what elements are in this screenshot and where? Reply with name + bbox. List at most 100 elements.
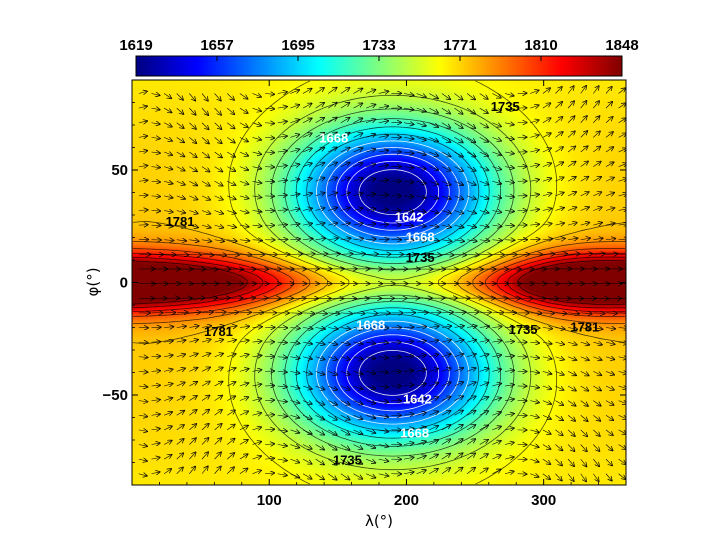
wind-vector [151, 458, 159, 460]
wind-vector [479, 254, 492, 255]
wind-vector [593, 357, 601, 360]
wind-vector [378, 328, 389, 329]
wind-vector [593, 415, 600, 421]
wind-vector [290, 120, 299, 123]
heatmap-field: 1735 1668 1781 1642 1668 1735 1781 1668 1735 1781… [132, 80, 626, 485]
wind-vector [290, 357, 299, 359]
wind-vector [605, 342, 615, 344]
wind-vector [138, 166, 147, 167]
wind-vector [580, 192, 589, 197]
wind-vector [441, 137, 450, 142]
wind-vector [353, 103, 362, 109]
wind-vector [201, 438, 208, 445]
wind-vector [189, 225, 198, 227]
wind-vector [605, 473, 612, 481]
wind-vector [227, 467, 234, 474]
wind-vector [403, 152, 413, 153]
wind-vector [403, 196, 413, 197]
wind-vector [315, 148, 325, 153]
wind-vector [176, 312, 188, 313]
wind-vector [378, 401, 388, 403]
wind-vector [479, 211, 489, 213]
wind-vector [201, 195, 210, 200]
wind-vector [189, 137, 196, 143]
wind-vector [252, 196, 261, 198]
wind-vector [164, 196, 172, 198]
wind-vector [378, 121, 388, 123]
wind-vector [366, 371, 375, 373]
wind-vector [429, 383, 438, 386]
contour-label: 1781 [166, 214, 195, 229]
wind-vector [214, 382, 223, 387]
wind-vector [163, 455, 171, 460]
wind-vector [429, 469, 438, 475]
wind-vector [403, 370, 413, 371]
wind-vector [290, 194, 299, 196]
wind-vector [138, 415, 147, 416]
wind-vector [164, 384, 172, 386]
wind-vector [201, 312, 213, 313]
wind-vector [340, 458, 350, 464]
wind-vector [504, 108, 514, 110]
wind-vector [302, 133, 312, 138]
wind-vector [328, 385, 337, 390]
wind-vector [580, 161, 588, 167]
contour-label: 1735 [406, 250, 435, 265]
wind-vector [214, 166, 223, 172]
wind-vector [479, 411, 488, 416]
wind-vector [454, 340, 463, 342]
wind-vector [176, 425, 184, 431]
wind-vector [265, 458, 274, 459]
wind-vector [239, 340, 249, 342]
wind-vector [530, 180, 539, 182]
wind-vector [328, 342, 337, 344]
wind-vector [403, 94, 414, 96]
wind-vector [138, 386, 147, 387]
wind-vector [441, 166, 451, 171]
wind-vector [214, 396, 223, 401]
wind-vector [366, 415, 375, 418]
x-axis-title: λ(°) [365, 512, 393, 530]
wind-vector [365, 104, 375, 109]
wind-vector [567, 86, 574, 94]
wind-vector [151, 152, 159, 153]
wind-vector [214, 211, 223, 214]
wind-vector [164, 211, 173, 213]
wind-vector [567, 429, 575, 436]
wind-vector [492, 355, 501, 357]
wind-vector [479, 166, 489, 171]
wind-vector [252, 442, 261, 445]
wind-vector [555, 132, 562, 138]
wind-vector [138, 357, 148, 358]
wind-vector [530, 224, 539, 225]
wind-vector [328, 238, 338, 239]
wind-vector [618, 239, 626, 240]
wind-vector [441, 368, 451, 371]
wind-vector [151, 196, 160, 197]
wind-vector [530, 445, 538, 448]
wind-vector [290, 328, 299, 329]
contour-label: 1735 [509, 322, 538, 337]
wind-vector [593, 207, 601, 210]
wind-vector [479, 340, 489, 342]
wind-vector [580, 400, 588, 406]
wind-vector [353, 118, 362, 124]
wind-vector [353, 178, 362, 181]
wind-vector [580, 342, 589, 345]
wind-vector [530, 459, 538, 462]
wind-vector [138, 459, 147, 461]
wind-vector [214, 137, 222, 143]
contour-label: 1735 [491, 99, 520, 114]
wind-vector [504, 196, 514, 197]
wind-vector [315, 429, 325, 435]
wind-vector [353, 88, 362, 94]
wind-vector [492, 327, 501, 328]
wind-vector [201, 151, 209, 158]
wind-vector [403, 181, 413, 182]
wind-vector [542, 208, 552, 210]
wind-vector [542, 401, 551, 404]
wind-vector [492, 398, 501, 401]
wind-vector [580, 473, 586, 482]
wind-vector [555, 400, 563, 405]
